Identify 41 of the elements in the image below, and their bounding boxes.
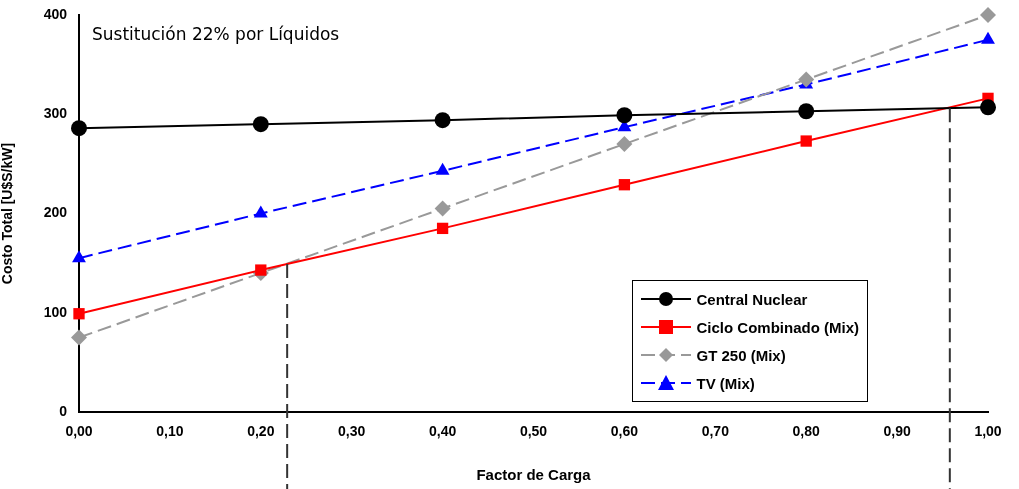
x-tick-label: 0,90 (883, 423, 911, 440)
point (71, 120, 87, 137)
y-tick-label: 0 (59, 402, 68, 419)
y-tick-label: 300 (43, 105, 68, 122)
x-tick-label: 0,50 (519, 423, 548, 440)
point (798, 103, 815, 120)
point (434, 200, 451, 217)
x-tick-label: 0,00 (65, 423, 93, 440)
point (798, 71, 815, 88)
point (72, 250, 86, 263)
x-tick-label: 0,30 (338, 423, 366, 440)
text: Sustitución 22% por Líquidos (92, 24, 340, 44)
x-tick-label: 0,80 (792, 423, 821, 440)
point (434, 112, 451, 129)
y-axis-title: Costo Total [U$S/kW] (0, 142, 16, 285)
point (252, 116, 269, 133)
x-tick-label: 0,40 (428, 423, 457, 440)
x-tick-label: 0,20 (247, 423, 275, 440)
point (436, 222, 449, 235)
y-tick-label: 200 (43, 204, 68, 221)
legend-label: Central Nuclear (696, 290, 808, 308)
point (255, 264, 267, 276)
x-tick-label: 1,00 (974, 423, 1002, 440)
x-tick-label: 0,10 (156, 423, 184, 440)
x-tick-label: 0,60 (610, 423, 639, 440)
point (980, 7, 996, 23)
point (618, 179, 631, 191)
point (253, 205, 268, 218)
point (616, 136, 633, 153)
x-tick-label: 0,70 (701, 423, 730, 440)
point (73, 308, 85, 320)
point (71, 329, 87, 346)
y-tick-label: 100 (43, 303, 68, 320)
x-axis-title: Factor de Carga (476, 466, 592, 484)
legend-label: GT 250 (Mix) (696, 346, 786, 364)
point (980, 99, 996, 116)
point (800, 135, 812, 147)
point (616, 107, 633, 124)
y-tick-label: 400 (43, 5, 68, 22)
legend-label: Ciclo Combinado (Mix) (696, 318, 859, 336)
legend-label: TV (Mix) (696, 374, 755, 392)
